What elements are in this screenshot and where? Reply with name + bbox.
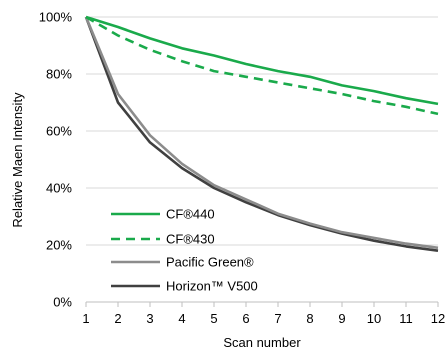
y-axis-title: Relative Maen Intensity — [10, 92, 25, 228]
y-tick-label: 100% — [39, 10, 73, 25]
legend-entry-label: CF®430 — [166, 232, 215, 247]
legend-entry-label: Pacific Green® — [166, 255, 254, 270]
series-line-2 — [84, 16, 439, 250]
series-line-1 — [85, 15, 439, 116]
x-tick-label: 7 — [274, 311, 281, 326]
x-tick-label: 12 — [431, 311, 445, 326]
x-axis-title: Scan number — [223, 335, 301, 350]
gridlines — [86, 16, 438, 246]
x-tick-label: 11 — [399, 311, 413, 326]
y-tick-label: 20% — [46, 238, 72, 253]
x-tick-label: 3 — [146, 311, 153, 326]
x-tick-label: 6 — [242, 311, 249, 326]
x-tick-label: 10 — [367, 311, 381, 326]
y-tick-label: 0% — [53, 295, 72, 310]
x-tick-label: 8 — [306, 311, 313, 326]
x-tick-label: 4 — [178, 311, 185, 326]
x-tick-label: 5 — [210, 311, 217, 326]
series-line-3 — [84, 16, 439, 252]
series-line-0 — [85, 15, 439, 106]
axes — [85, 301, 439, 307]
legend-entry-label: CF®440 — [166, 207, 215, 222]
y-tick-label: 60% — [46, 124, 72, 139]
y-tick-label: 40% — [46, 181, 72, 196]
y-tick-label: 80% — [46, 67, 72, 82]
axis-labels: 0%20%40%60%80%100%1 2 3 4 5 6 7 8 9 10 11 12 — [39, 10, 445, 327]
x-tick-label: 9 — [338, 311, 345, 326]
x-tick-label: 1 — [82, 311, 89, 326]
legend: CF®440 CF®430 Pacific Green® Horizon™ V500 — [111, 207, 258, 294]
x-tick-label: 2 — [114, 311, 121, 326]
legend-entry-label: Horizon™ V500 — [166, 279, 258, 294]
series-lines — [84, 15, 439, 252]
